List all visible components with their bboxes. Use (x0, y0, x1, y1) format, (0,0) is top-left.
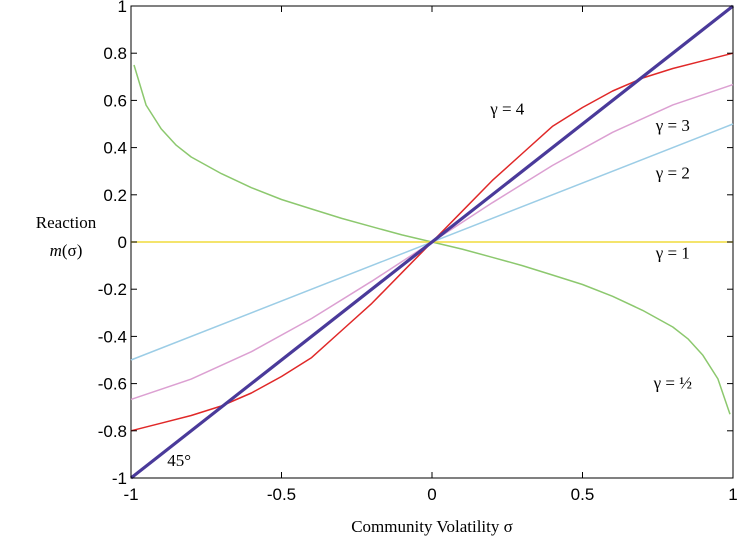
y-axis-ticks: -1 -0.8 -0.6 -0.4 -0.2 0 0.2 0.4 0.6 0.8 1 (98, 0, 733, 488)
y-tick-label: 0.8 (103, 44, 127, 63)
y-tick-label: -1 (112, 469, 127, 488)
series-label: γ = 1 (655, 244, 690, 263)
x-tick-label: -1 (123, 485, 138, 504)
series-label: 45° (167, 451, 191, 470)
curve-labels: γ = ½ γ = 1 γ = 2 γ = 3 γ = 4 45° (167, 100, 692, 471)
y-axis-label-line1: Reaction (36, 213, 97, 232)
x-tick-label: 1 (728, 485, 737, 504)
y-tick-label: 0.2 (103, 186, 127, 205)
x-tick-label: -0.5 (267, 485, 296, 504)
series-label: γ = 2 (655, 163, 690, 182)
y-tick-label: 0.6 (103, 91, 127, 110)
y-tick-label: -0.8 (98, 422, 127, 441)
y-axis-label-line2: m(σ) (50, 241, 83, 260)
series-label: γ = ½ (653, 373, 693, 392)
y-tick-label: -0.2 (98, 280, 127, 299)
x-tick-label: 0 (427, 485, 436, 504)
y-axis-label-rest: (σ) (62, 241, 83, 260)
y-tick-label: 1 (118, 0, 127, 16)
x-axis-label: Community Volatility σ (351, 517, 513, 536)
x-tick-label: 0.5 (571, 485, 595, 504)
x-axis-ticks: -1 -0.5 0 0.5 1 (123, 6, 737, 504)
series-layer (130, 4, 734, 480)
y-axis-label-italic: m (50, 241, 62, 260)
series-line-half (133, 64, 731, 415)
series-label: γ = 4 (489, 100, 525, 119)
y-tick-label: 0.4 (103, 139, 127, 158)
series-label: γ = 3 (655, 116, 690, 135)
y-tick-label: -0.4 (98, 327, 127, 346)
series-line-45 (130, 4, 734, 480)
y-tick-label: 0 (118, 233, 127, 252)
y-tick-label: -0.6 (98, 375, 127, 394)
